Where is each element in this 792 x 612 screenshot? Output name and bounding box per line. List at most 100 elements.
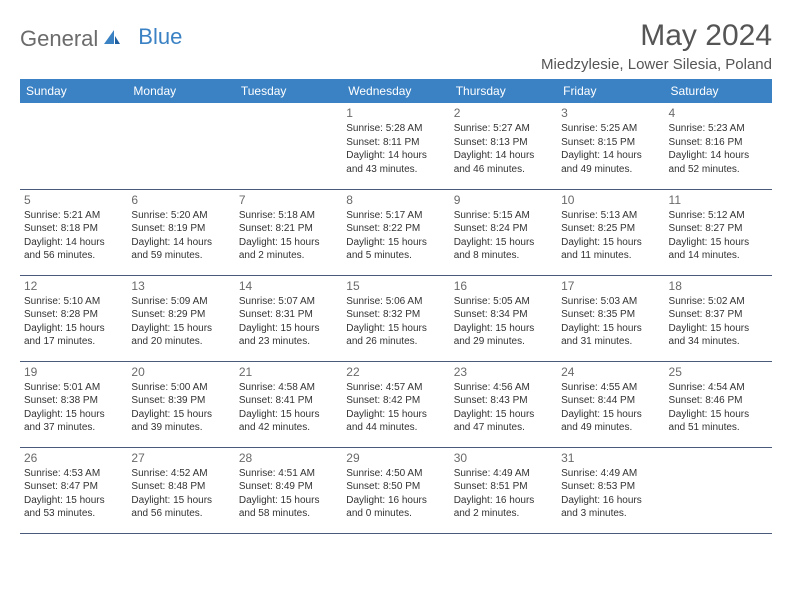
calendar-day-cell: 19 Sunrise: 5:01 AMSunset: 8:38 PMDayligh… (20, 361, 127, 447)
day-info: Sunrise: 4:50 AMSunset: 8:50 PMDaylight:… (346, 467, 445, 521)
calendar-day-cell (235, 103, 342, 189)
day-number: 7 (239, 193, 338, 207)
day-info: Sunrise: 5:13 AMSunset: 8:25 PMDaylight:… (561, 209, 660, 263)
day-number: 9 (454, 193, 553, 207)
calendar-week-row: 1 Sunrise: 5:28 AMSunset: 8:11 PMDaylight… (20, 103, 772, 189)
day-info: Sunrise: 5:18 AMSunset: 8:21 PMDaylight:… (239, 209, 338, 263)
weekday-header: Friday (557, 79, 664, 103)
day-info: Sunrise: 5:07 AMSunset: 8:31 PMDaylight:… (239, 295, 338, 349)
calendar-week-row: 26 Sunrise: 4:53 AMSunset: 8:47 PMDayligh… (20, 447, 772, 533)
calendar-week-row: 5Sunrise: 5:21 AMSunset: 8:18 PMDaylight… (20, 189, 772, 275)
day-number: 22 (346, 365, 445, 379)
calendar-day-cell: 21 Sunrise: 4:58 AMSunset: 8:41 PMDayligh… (235, 361, 342, 447)
day-info: Sunrise: 5:25 AMSunset: 8:15 PMDaylight:… (561, 122, 660, 176)
day-number: 24 (561, 365, 660, 379)
day-info: Sunrise: 5:01 AMSunset: 8:38 PMDaylight:… (24, 381, 123, 435)
day-number: 26 (24, 451, 123, 465)
calendar-week-row: 12 Sunrise: 5:10 AMSunset: 8:28 PMDayligh… (20, 275, 772, 361)
day-number: 30 (454, 451, 553, 465)
calendar-day-cell: 27 Sunrise: 4:52 AMSunset: 8:48 PMDayligh… (127, 447, 234, 533)
calendar-day-cell: 3 Sunrise: 5:25 AMSunset: 8:15 PMDaylight… (557, 103, 664, 189)
day-number: 25 (669, 365, 768, 379)
weekday-header: Monday (127, 79, 234, 103)
day-info: Sunrise: 5:20 AMSunset: 8:19 PMDaylight:… (131, 209, 230, 263)
weekday-header: Sunday (20, 79, 127, 103)
header: General Blue May 2024 Miedzylesie, Lower… (20, 18, 772, 73)
day-number: 31 (561, 451, 660, 465)
page: General Blue May 2024 Miedzylesie, Lower… (0, 0, 792, 544)
day-info: Sunrise: 5:28 AMSunset: 8:11 PMDaylight:… (346, 122, 445, 176)
weekday-header: Thursday (450, 79, 557, 103)
day-number: 21 (239, 365, 338, 379)
month-title: May 2024 (541, 18, 772, 54)
day-info: Sunrise: 4:57 AMSunset: 8:42 PMDaylight:… (346, 381, 445, 435)
calendar-day-cell: 5Sunrise: 5:21 AMSunset: 8:18 PMDaylight… (20, 189, 127, 275)
calendar-day-cell: 6 Sunrise: 5:20 AMSunset: 8:19 PMDaylight… (127, 189, 234, 275)
calendar-day-cell: 30 Sunrise: 4:49 AMSunset: 8:51 PMDayligh… (450, 447, 557, 533)
calendar-day-cell: 13 Sunrise: 5:09 AMSunset: 8:29 PMDayligh… (127, 275, 234, 361)
day-info: Sunrise: 5:15 AMSunset: 8:24 PMDaylight:… (454, 209, 553, 263)
calendar-day-cell: 9 Sunrise: 5:15 AMSunset: 8:24 PMDaylight… (450, 189, 557, 275)
day-number: 20 (131, 365, 230, 379)
day-number: 12 (24, 279, 123, 293)
calendar-day-cell: 4 Sunrise: 5:23 AMSunset: 8:16 PMDaylight… (665, 103, 772, 189)
day-info: Sunrise: 4:53 AMSunset: 8:47 PMDaylight:… (24, 467, 123, 521)
logo-blue: Blue (126, 24, 182, 50)
calendar-day-cell: 23Sunrise: 4:56 AMSunset: 8:43 PMDayligh… (450, 361, 557, 447)
day-number: 19 (24, 365, 123, 379)
calendar-day-cell: 29Sunrise: 4:50 AMSunset: 8:50 PMDayligh… (342, 447, 449, 533)
title-block: May 2024 Miedzylesie, Lower Silesia, Pol… (541, 18, 772, 73)
calendar-body: 1 Sunrise: 5:28 AMSunset: 8:11 PMDaylight… (20, 103, 772, 533)
day-info: Sunrise: 4:55 AMSunset: 8:44 PMDaylight:… (561, 381, 660, 435)
weekday-header: Saturday (665, 79, 772, 103)
day-number: 17 (561, 279, 660, 293)
day-number: 18 (669, 279, 768, 293)
day-info: Sunrise: 5:06 AMSunset: 8:32 PMDaylight:… (346, 295, 445, 349)
day-info: Sunrise: 4:54 AMSunset: 8:46 PMDaylight:… (669, 381, 768, 435)
day-info: Sunrise: 5:00 AMSunset: 8:39 PMDaylight:… (131, 381, 230, 435)
day-info: Sunrise: 4:52 AMSunset: 8:48 PMDaylight:… (131, 467, 230, 521)
calendar-day-cell: 7 Sunrise: 5:18 AMSunset: 8:21 PMDaylight… (235, 189, 342, 275)
calendar-day-cell: 17Sunrise: 5:03 AMSunset: 8:35 PMDayligh… (557, 275, 664, 361)
day-number: 27 (131, 451, 230, 465)
day-number: 4 (669, 106, 768, 120)
day-info: Sunrise: 5:02 AMSunset: 8:37 PMDaylight:… (669, 295, 768, 349)
day-info: Sunrise: 5:10 AMSunset: 8:28 PMDaylight:… (24, 295, 123, 349)
logo: General Blue (20, 18, 182, 52)
calendar-day-cell: 31 Sunrise: 4:49 AMSunset: 8:53 PMDayligh… (557, 447, 664, 533)
day-number: 10 (561, 193, 660, 207)
calendar-day-cell: 28Sunrise: 4:51 AMSunset: 8:49 PMDayligh… (235, 447, 342, 533)
calendar-day-cell: 22 Sunrise: 4:57 AMSunset: 8:42 PMDayligh… (342, 361, 449, 447)
calendar-day-cell: 25 Sunrise: 4:54 AMSunset: 8:46 PMDayligh… (665, 361, 772, 447)
calendar-day-cell (127, 103, 234, 189)
calendar-day-cell: 10 Sunrise: 5:13 AMSunset: 8:25 PMDayligh… (557, 189, 664, 275)
day-info: Sunrise: 5:09 AMSunset: 8:29 PMDaylight:… (131, 295, 230, 349)
day-number: 13 (131, 279, 230, 293)
logo-sail-icon (102, 28, 122, 51)
calendar-table: SundayMondayTuesdayWednesdayThursdayFrid… (20, 79, 772, 534)
day-number: 11 (669, 193, 768, 207)
day-info: Sunrise: 4:49 AMSunset: 8:51 PMDaylight:… (454, 467, 553, 521)
day-number: 3 (561, 106, 660, 120)
day-info: Sunrise: 5:23 AMSunset: 8:16 PMDaylight:… (669, 122, 768, 176)
day-info: Sunrise: 4:51 AMSunset: 8:49 PMDaylight:… (239, 467, 338, 521)
calendar-day-cell: 12 Sunrise: 5:10 AMSunset: 8:28 PMDayligh… (20, 275, 127, 361)
day-info: Sunrise: 5:05 AMSunset: 8:34 PMDaylight:… (454, 295, 553, 349)
day-number: 14 (239, 279, 338, 293)
calendar-day-cell: 2Sunrise: 5:27 AMSunset: 8:13 PMDaylight… (450, 103, 557, 189)
day-number: 15 (346, 279, 445, 293)
calendar-day-cell (665, 447, 772, 533)
calendar-week-row: 19 Sunrise: 5:01 AMSunset: 8:38 PMDayligh… (20, 361, 772, 447)
logo-general: General (20, 26, 98, 52)
day-info: Sunrise: 5:27 AMSunset: 8:13 PMDaylight:… (454, 122, 553, 176)
calendar-day-cell: 1 Sunrise: 5:28 AMSunset: 8:11 PMDaylight… (342, 103, 449, 189)
calendar-day-cell: 16Sunrise: 5:05 AMSunset: 8:34 PMDayligh… (450, 275, 557, 361)
calendar-day-cell (20, 103, 127, 189)
calendar-day-cell: 18 Sunrise: 5:02 AMSunset: 8:37 PMDayligh… (665, 275, 772, 361)
day-number: 1 (346, 106, 445, 120)
day-info: Sunrise: 5:12 AMSunset: 8:27 PMDaylight:… (669, 209, 768, 263)
day-info: Sunrise: 4:58 AMSunset: 8:41 PMDaylight:… (239, 381, 338, 435)
day-info: Sunrise: 4:49 AMSunset: 8:53 PMDaylight:… (561, 467, 660, 521)
calendar-day-cell: 11 Sunrise: 5:12 AMSunset: 8:27 PMDayligh… (665, 189, 772, 275)
day-number: 6 (131, 193, 230, 207)
